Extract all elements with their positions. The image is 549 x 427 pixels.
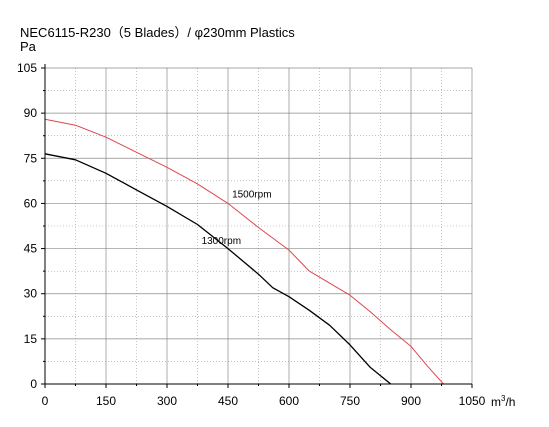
grid	[44, 67, 473, 385]
series-line-1300rpm	[44, 153, 392, 385]
series-label-1500rpm: 1500rpm	[232, 189, 271, 200]
x-tick-label: 150	[96, 394, 116, 408]
chart-title: NEC6115-R230（5 Blades）/ φ230mm Plastics	[20, 25, 295, 40]
x-axis-label: m3/h	[491, 394, 515, 409]
x-tick-label: 450	[218, 394, 238, 408]
y-tick-label: 0	[30, 377, 37, 391]
y-tick-label: 75	[24, 151, 38, 165]
series-line-1500rpm	[44, 118, 444, 385]
x-tick-label: 1050	[459, 394, 486, 408]
y-axis-label: Pa	[20, 39, 36, 54]
labels: 1500rpm 1300rpm	[202, 189, 272, 247]
y-tick-label: 90	[24, 106, 38, 120]
y-tick-label: 30	[24, 287, 38, 301]
y-tick-label: 60	[24, 196, 38, 210]
x-tick-label: 900	[401, 394, 421, 408]
series-lines	[44, 118, 444, 385]
x-tick-label: 300	[157, 394, 177, 408]
x-tick-label: 600	[279, 394, 299, 408]
x-tick-label: 0	[42, 394, 49, 408]
y-tick-label: 105	[17, 61, 37, 75]
y-tick-label: 45	[24, 242, 38, 256]
y-tick-label: 15	[24, 332, 38, 346]
series-label-1300rpm: 1300rpm	[202, 236, 241, 247]
x-tick-label: 750	[340, 394, 360, 408]
